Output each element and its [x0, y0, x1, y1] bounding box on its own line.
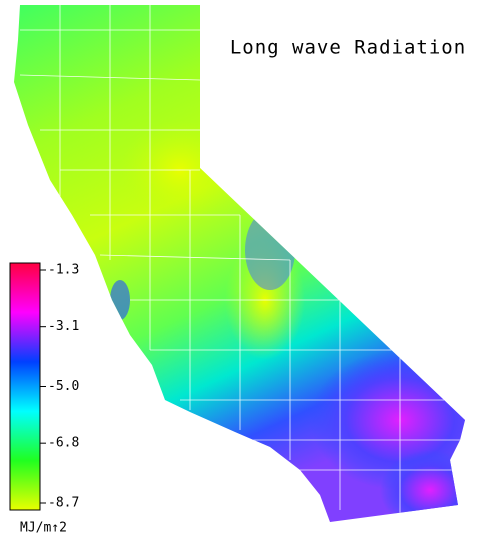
map-title: Long wave Radiation [230, 37, 466, 59]
colorbar-tick-label: -3.1 [48, 319, 79, 334]
colorbar-tick-label: -5.0 [48, 379, 79, 394]
colorbar: -1.3 -3.1 -5.0 -6.8 -8.7 [9, 262, 79, 511]
colorbar-tick-label: -1.3 [48, 263, 79, 278]
colorbar-tick-label: -6.8 [48, 436, 79, 451]
california-map [14, 5, 465, 522]
colorbar-unit: MJ/m↑2 [20, 521, 67, 536]
county-borders [19, 5, 460, 515]
colorbar-ramp [9, 262, 41, 511]
colorbar-tick-label: -8.7 [48, 496, 79, 511]
